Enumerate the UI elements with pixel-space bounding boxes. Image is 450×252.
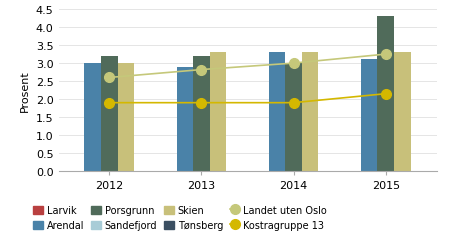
Bar	[210, 53, 226, 171]
Bar	[117, 64, 134, 171]
Bar	[176, 68, 193, 171]
Landet uten Oslo	[199, 69, 204, 72]
Legend: Larvik, Arendal, Porsgrunn, Sandefjord, Skien, Tønsberg, Landet uten Oslo, Kostr: Larvik, Arendal, Porsgrunn, Sandefjord, …	[33, 205, 327, 230]
Bar	[84, 64, 101, 171]
Kostragruppe 13	[291, 102, 296, 105]
Bar	[394, 53, 411, 171]
Landet uten Oslo	[107, 77, 112, 80]
Bar	[361, 60, 378, 171]
Bar	[285, 64, 302, 171]
Line: Kostragruppe 13: Kostragruppe 13	[104, 89, 391, 108]
Kostragruppe 13	[107, 102, 112, 105]
Line: Landet uten Oslo: Landet uten Oslo	[104, 50, 391, 83]
Bar	[302, 53, 319, 171]
Bar	[269, 53, 285, 171]
Landet uten Oslo	[383, 53, 388, 56]
Y-axis label: Prosent: Prosent	[20, 70, 30, 112]
Bar	[378, 17, 394, 171]
Landet uten Oslo	[291, 62, 296, 65]
Kostragruppe 13	[199, 102, 204, 105]
Bar	[101, 57, 117, 171]
Bar	[193, 57, 210, 171]
Kostragruppe 13	[383, 93, 388, 96]
